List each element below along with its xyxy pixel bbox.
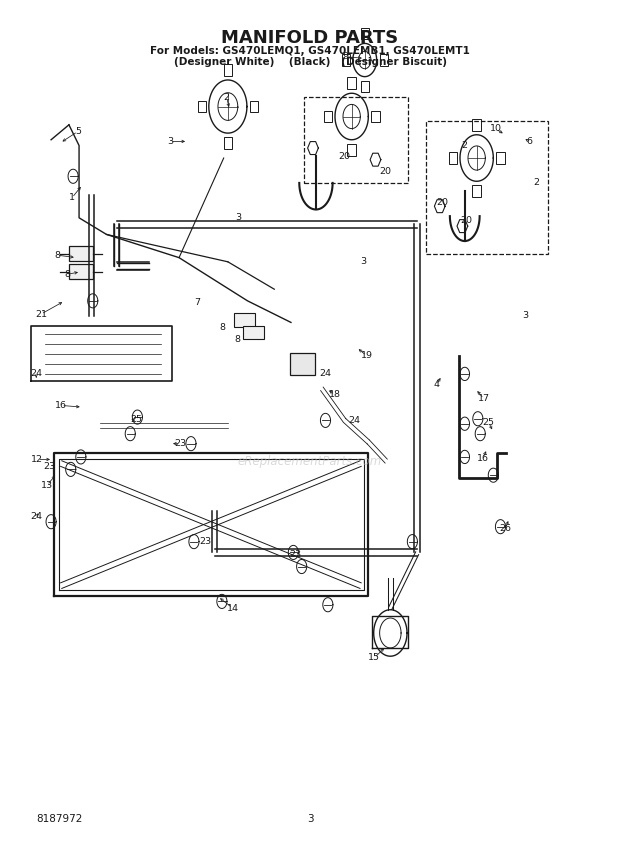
Text: 9: 9 bbox=[343, 52, 348, 62]
Text: 24: 24 bbox=[30, 370, 42, 378]
Text: eReplacementParts.com: eReplacementParts.com bbox=[238, 455, 382, 467]
Bar bbox=[234, 313, 255, 327]
Text: 25: 25 bbox=[482, 418, 495, 426]
Bar bbox=[69, 246, 93, 261]
Text: 10: 10 bbox=[490, 124, 502, 134]
Text: 25: 25 bbox=[130, 415, 142, 424]
Text: 23: 23 bbox=[43, 462, 55, 472]
Bar bbox=[250, 101, 258, 112]
Text: 23: 23 bbox=[289, 550, 301, 560]
Text: 8: 8 bbox=[54, 251, 60, 259]
Bar bbox=[449, 152, 457, 163]
Bar bbox=[361, 80, 369, 92]
Text: (Designer White)    (Black)   (Designer Biscuit): (Designer White) (Black) (Designer Biscu… bbox=[174, 56, 446, 67]
Text: 13: 13 bbox=[41, 481, 53, 490]
Text: 19: 19 bbox=[361, 351, 373, 360]
Bar bbox=[69, 265, 93, 279]
Text: 17: 17 bbox=[478, 395, 490, 403]
Text: 20: 20 bbox=[460, 216, 472, 225]
Text: 2: 2 bbox=[224, 93, 229, 102]
Text: 3: 3 bbox=[523, 312, 528, 320]
Text: 20: 20 bbox=[339, 152, 350, 161]
Text: 1: 1 bbox=[69, 193, 75, 202]
Text: 16: 16 bbox=[55, 401, 67, 410]
Text: 24: 24 bbox=[319, 370, 331, 378]
Bar bbox=[324, 110, 332, 122]
Text: 3: 3 bbox=[167, 137, 173, 146]
Text: 2: 2 bbox=[533, 178, 539, 187]
Bar bbox=[347, 78, 356, 89]
Text: 23: 23 bbox=[200, 537, 212, 546]
Bar bbox=[243, 326, 264, 339]
Text: 20: 20 bbox=[379, 167, 391, 175]
Text: 6: 6 bbox=[526, 137, 532, 146]
Text: 3: 3 bbox=[307, 814, 313, 824]
Bar bbox=[198, 101, 206, 112]
Text: 18: 18 bbox=[329, 390, 341, 399]
Bar bbox=[224, 137, 232, 149]
Bar bbox=[496, 152, 505, 163]
Text: 5: 5 bbox=[75, 127, 81, 136]
Bar bbox=[472, 119, 481, 131]
Text: 16: 16 bbox=[477, 454, 489, 463]
Text: 26: 26 bbox=[499, 524, 511, 532]
Text: 23: 23 bbox=[174, 439, 186, 449]
Text: 3: 3 bbox=[360, 258, 366, 266]
Text: 12: 12 bbox=[32, 455, 43, 464]
Text: MANIFOLD PARTS: MANIFOLD PARTS bbox=[221, 28, 399, 46]
Text: 8: 8 bbox=[64, 270, 70, 279]
Text: 7: 7 bbox=[194, 298, 200, 307]
Text: 20: 20 bbox=[436, 199, 448, 207]
Bar bbox=[224, 64, 232, 76]
Text: 24: 24 bbox=[348, 416, 360, 425]
Bar bbox=[426, 121, 548, 253]
Text: 8187972: 8187972 bbox=[36, 814, 82, 824]
Bar bbox=[304, 98, 408, 183]
Text: 3: 3 bbox=[236, 213, 242, 223]
Text: 4: 4 bbox=[433, 380, 439, 389]
Bar bbox=[347, 144, 356, 156]
Bar bbox=[472, 186, 481, 197]
Text: 14: 14 bbox=[227, 603, 239, 613]
Bar bbox=[361, 27, 369, 39]
Text: 15: 15 bbox=[368, 653, 380, 663]
Text: 2: 2 bbox=[462, 141, 467, 150]
Bar bbox=[290, 354, 316, 375]
Bar bbox=[371, 110, 379, 122]
Bar bbox=[379, 54, 388, 66]
Text: 24: 24 bbox=[30, 512, 42, 521]
Text: 21: 21 bbox=[35, 310, 47, 318]
Text: 8: 8 bbox=[234, 336, 241, 344]
Bar bbox=[342, 54, 350, 66]
Text: For Models: GS470LEMQ1, GS470LEMB1, GS470LEMT1: For Models: GS470LEMQ1, GS470LEMB1, GS47… bbox=[150, 46, 470, 56]
Text: 8: 8 bbox=[219, 323, 225, 332]
